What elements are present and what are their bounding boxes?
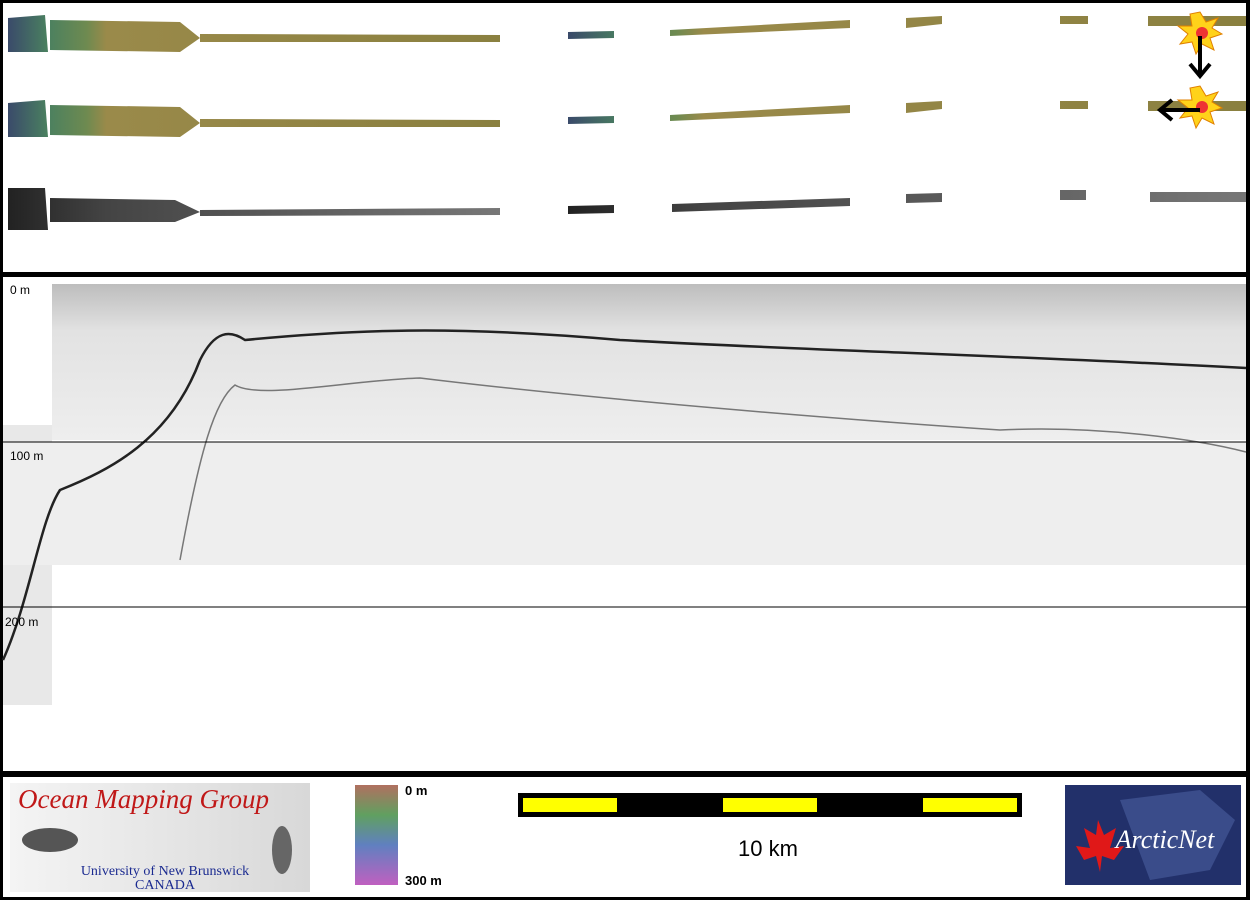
- logo-country: CANADA: [135, 878, 196, 893]
- depth-label: 0 m: [10, 283, 30, 297]
- swath-row: [8, 15, 1246, 52]
- map-panel: [3, 3, 1246, 272]
- swath-row: [8, 100, 1246, 137]
- arcticnet-logo: ArcticNet: [1065, 785, 1241, 885]
- backscatter-row: [8, 188, 1246, 230]
- scale-bar: [518, 793, 1022, 817]
- depth-label: 200 m: [5, 615, 38, 629]
- echogram: [1, 284, 1247, 705]
- colorbar-label: 300 m: [405, 873, 442, 888]
- logo-university: University of New Brunswick: [81, 864, 249, 879]
- position-marker: [1156, 11, 1224, 130]
- logo-title: Ocean Mapping Group: [18, 784, 269, 814]
- colorbar-label: 0 m: [405, 783, 427, 798]
- scale-label: 10 km: [738, 836, 798, 861]
- omg-logo: Ocean Mapping Group University of New Br…: [10, 783, 310, 893]
- colorbar: [355, 785, 398, 885]
- depth-label: 100 m: [10, 449, 43, 463]
- partner-name: ArcticNet: [1114, 825, 1215, 854]
